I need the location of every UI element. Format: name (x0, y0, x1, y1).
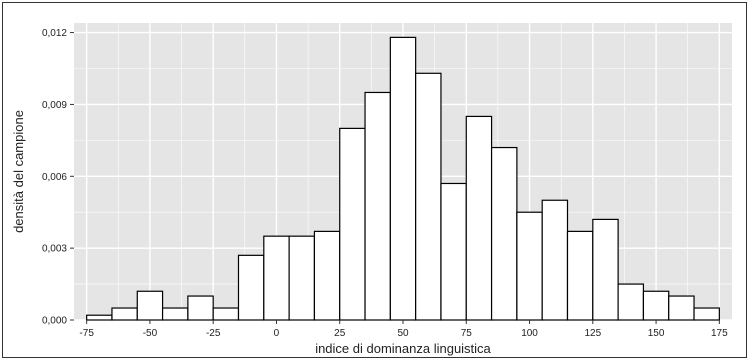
y-tick-label: 0,003 (42, 244, 67, 255)
histogram-bar (212, 307, 240, 321)
x-axis-label: indice di dominanza linguistica (315, 341, 491, 356)
x-tick-label: 125 (584, 328, 601, 339)
y-axis: 0,000 0,003 0,006 0,009 0,012 (42, 28, 74, 327)
x-tick-label: 150 (648, 328, 665, 339)
y-tick-label: 0,000 (42, 316, 67, 327)
x-tick-label: 0 (274, 328, 280, 339)
histogram-bar (111, 307, 138, 321)
histogram-bar (617, 283, 645, 321)
y-axis-label: densità del campione (11, 110, 26, 233)
y-tick-label: 0,012 (42, 28, 67, 39)
histogram-bar (187, 295, 214, 321)
histogram-bar (263, 235, 290, 321)
histogram-bars (86, 36, 720, 321)
x-axis: -75 -50 -25 0 25 50 75 100 125 150 175 (79, 320, 728, 339)
histogram-bar (516, 211, 543, 321)
histogram-bar (313, 230, 341, 321)
histogram-bar (389, 36, 417, 321)
x-tick-label: -75 (79, 328, 94, 339)
histogram-bar (465, 115, 493, 321)
histogram-bar (364, 91, 391, 321)
histogram-bar (440, 182, 467, 321)
x-tick-label: 75 (461, 328, 473, 339)
histogram-bar (415, 72, 442, 321)
histogram-bar (86, 314, 113, 321)
y-tick-label: 0,009 (42, 100, 67, 111)
x-tick-label: -50 (143, 328, 158, 339)
chart-frame: -75 -50 -25 0 25 50 75 100 125 150 175 0,000 0,003 0… (2, 2, 747, 358)
histogram-bar (237, 254, 265, 321)
y-tick-label: 0,006 (42, 172, 67, 183)
x-tick-label: 50 (397, 328, 409, 339)
histogram-bar (339, 127, 366, 321)
histogram-bar (490, 146, 518, 321)
histogram-bar (288, 235, 316, 321)
x-tick-label: 25 (334, 328, 346, 339)
histogram-bar (161, 307, 189, 321)
histogram-bar (541, 199, 569, 321)
histogram-chart: -75 -50 -25 0 25 50 75 100 125 150 175 0,0000,0030… (11, 23, 732, 356)
histogram-bar (566, 230, 594, 321)
histogram-bar (136, 290, 164, 321)
x-tick-label: 100 (521, 328, 538, 339)
x-tick-label: 175 (711, 328, 728, 339)
histogram-bar (668, 295, 695, 321)
x-tick-label: -25 (206, 328, 221, 339)
histogram-bar (642, 290, 670, 321)
histogram-bar (592, 218, 619, 321)
histogram-bar (693, 307, 720, 321)
